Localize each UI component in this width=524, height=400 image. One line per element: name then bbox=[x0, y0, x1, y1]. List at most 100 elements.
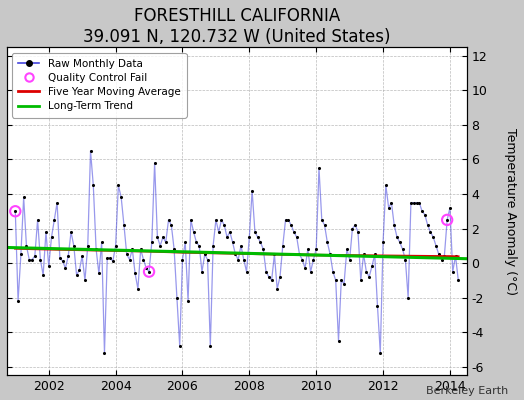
Point bbox=[262, 268, 270, 275]
Point bbox=[11, 208, 19, 214]
Point bbox=[42, 229, 50, 235]
Point bbox=[320, 222, 329, 228]
Point bbox=[212, 217, 220, 223]
Point bbox=[290, 229, 298, 235]
Point bbox=[370, 251, 379, 258]
Point bbox=[334, 338, 343, 344]
Point bbox=[86, 148, 95, 154]
Point bbox=[159, 234, 167, 240]
Point bbox=[25, 256, 34, 263]
Point bbox=[429, 234, 438, 240]
Point bbox=[343, 246, 351, 252]
Point bbox=[17, 251, 25, 258]
Point bbox=[114, 182, 123, 188]
Point bbox=[28, 256, 36, 263]
Point bbox=[128, 246, 137, 252]
Point bbox=[303, 246, 312, 252]
Point bbox=[365, 274, 373, 280]
Point bbox=[92, 246, 100, 252]
Point bbox=[296, 251, 304, 258]
Point bbox=[34, 217, 42, 223]
Point bbox=[401, 256, 410, 263]
Point bbox=[356, 277, 365, 284]
Point bbox=[150, 160, 159, 166]
Point bbox=[14, 298, 22, 304]
Point bbox=[201, 251, 209, 258]
Point bbox=[165, 217, 173, 223]
Point bbox=[214, 229, 223, 235]
Point bbox=[398, 246, 407, 252]
Point bbox=[56, 255, 64, 261]
Point bbox=[125, 256, 134, 263]
Point bbox=[376, 350, 385, 356]
Point bbox=[423, 222, 432, 228]
Point bbox=[273, 286, 281, 292]
Point bbox=[446, 204, 454, 211]
Point bbox=[206, 343, 214, 349]
Point bbox=[337, 277, 345, 284]
Point bbox=[178, 256, 187, 263]
Point bbox=[83, 242, 92, 249]
Point bbox=[217, 217, 226, 223]
Point bbox=[440, 253, 449, 259]
Point bbox=[45, 263, 53, 270]
Point bbox=[345, 256, 354, 263]
Point bbox=[298, 256, 307, 263]
Point bbox=[231, 251, 239, 258]
Point bbox=[385, 204, 393, 211]
Point bbox=[279, 242, 287, 249]
Point bbox=[100, 350, 108, 356]
Point bbox=[276, 274, 284, 280]
Point bbox=[443, 217, 451, 223]
Point bbox=[192, 239, 201, 246]
Point bbox=[209, 242, 217, 249]
Point bbox=[396, 239, 404, 246]
Point bbox=[250, 229, 259, 235]
Point bbox=[287, 222, 296, 228]
Point bbox=[59, 258, 67, 264]
Point bbox=[443, 217, 451, 223]
Point bbox=[234, 256, 243, 263]
Text: Berkeley Earth: Berkeley Earth bbox=[426, 386, 508, 396]
Point bbox=[97, 239, 106, 246]
Point bbox=[220, 222, 228, 228]
Point bbox=[78, 253, 86, 259]
Point bbox=[404, 294, 412, 301]
Point bbox=[323, 239, 332, 246]
Point bbox=[381, 182, 390, 188]
Point bbox=[81, 277, 89, 284]
Point bbox=[108, 258, 117, 264]
Point bbox=[332, 277, 340, 284]
Point bbox=[198, 268, 206, 275]
Point bbox=[329, 268, 337, 275]
Point bbox=[181, 239, 190, 246]
Point bbox=[75, 267, 84, 273]
Point bbox=[390, 222, 398, 228]
Point bbox=[53, 200, 61, 206]
Point bbox=[134, 286, 142, 292]
Point bbox=[410, 200, 418, 206]
Point bbox=[120, 222, 128, 228]
Point bbox=[136, 246, 145, 252]
Legend: Raw Monthly Data, Quality Control Fail, Five Year Moving Average, Long-Term Tren: Raw Monthly Data, Quality Control Fail, … bbox=[12, 52, 187, 118]
Point bbox=[22, 242, 30, 249]
Point bbox=[64, 253, 72, 259]
Point bbox=[36, 256, 45, 263]
Point bbox=[312, 246, 320, 252]
Point bbox=[173, 294, 181, 301]
Point bbox=[245, 234, 254, 240]
Point bbox=[379, 239, 387, 246]
Point bbox=[451, 253, 460, 259]
Point bbox=[387, 200, 396, 206]
Point bbox=[318, 217, 326, 223]
Point bbox=[170, 246, 178, 252]
Point bbox=[340, 280, 348, 287]
Point bbox=[117, 194, 125, 201]
Point bbox=[373, 303, 381, 309]
Point bbox=[301, 265, 309, 271]
Point bbox=[226, 229, 234, 235]
Point bbox=[89, 182, 97, 188]
Point bbox=[145, 268, 153, 275]
Point bbox=[176, 343, 184, 349]
Point bbox=[145, 268, 153, 275]
